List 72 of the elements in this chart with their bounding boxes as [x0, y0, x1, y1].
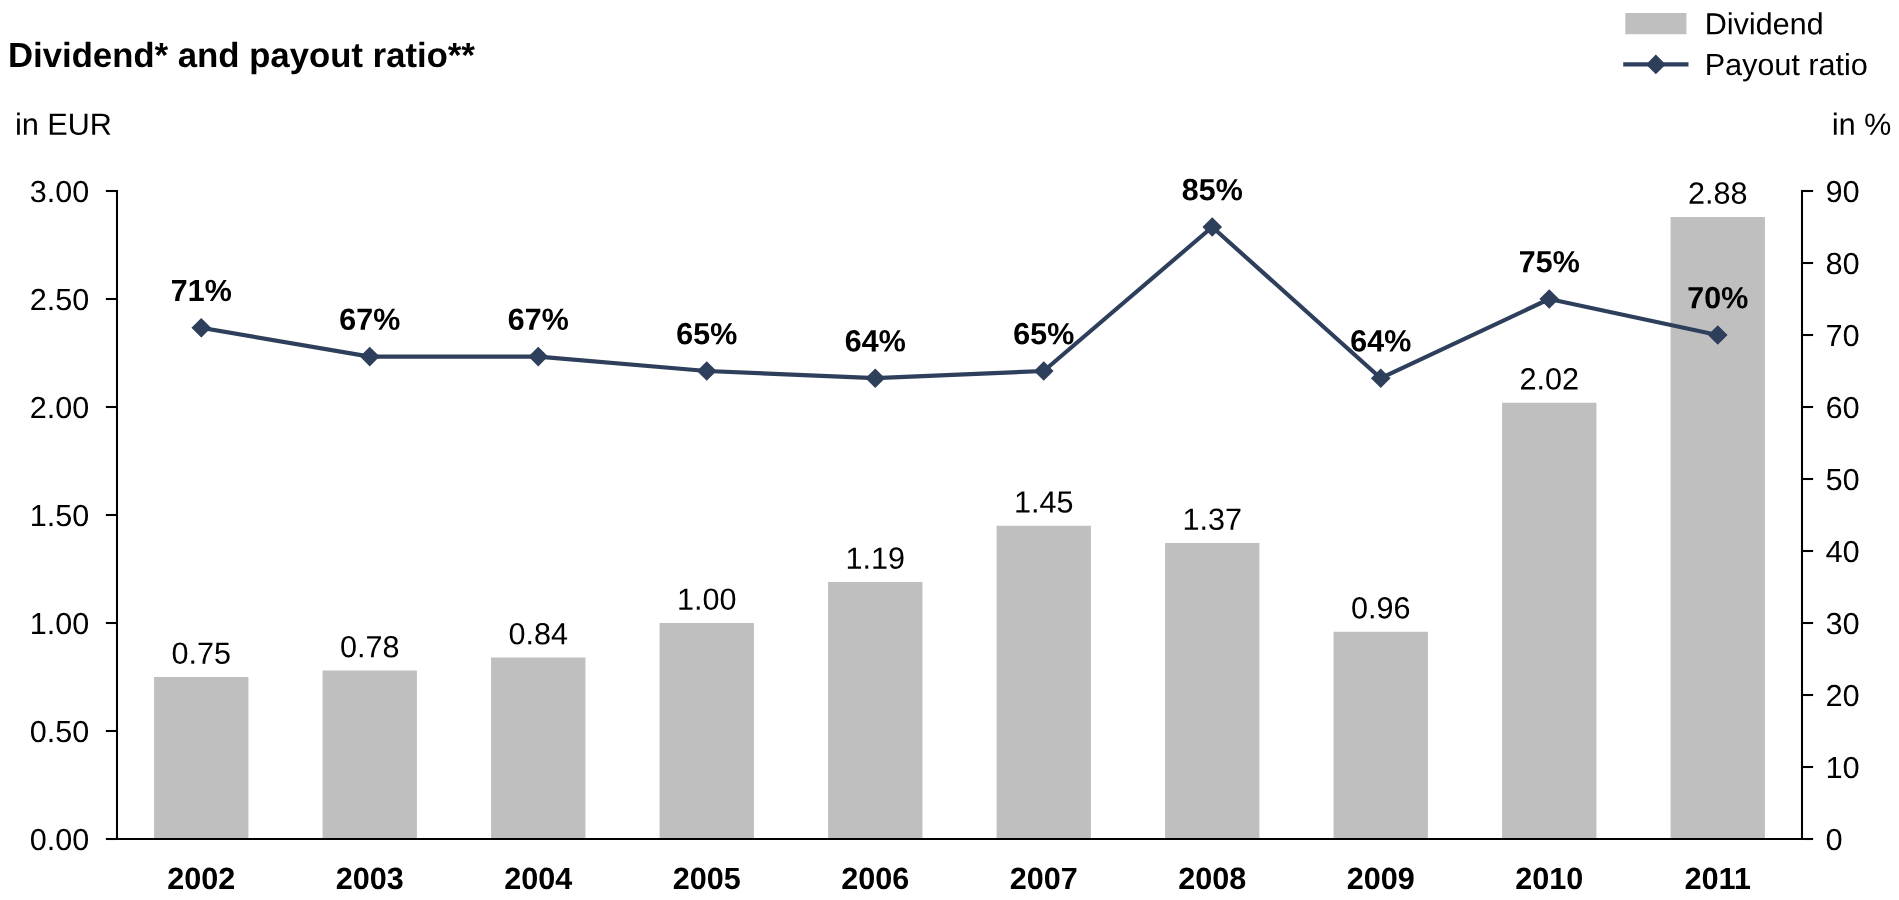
bar — [1670, 216, 1765, 839]
x-tick-label: 2004 — [505, 867, 573, 890]
data-label: 65% — [677, 322, 737, 345]
y2-tick-label: 60 — [1827, 396, 1859, 419]
x-tick-label: 2003 — [336, 867, 403, 890]
data-label: 1.45 — [1016, 491, 1073, 513]
bar — [1165, 543, 1260, 839]
y-axis-title: in EUR — [17, 112, 111, 136]
y-tick-label: 1.00 — [32, 612, 89, 635]
chart-title: Dividend* and payout ratio** — [10, 41, 475, 75]
y2-axis-title: in % — [1833, 112, 1891, 135]
data-label: 71% — [171, 279, 232, 302]
data-label: 1.19 — [847, 547, 904, 569]
data-label: 75% — [1519, 250, 1580, 273]
y2-tick-label: 70 — [1827, 324, 1859, 347]
x-tick-label: 2010 — [1516, 867, 1582, 890]
bar — [491, 657, 586, 839]
y-tick-label: 0.50 — [30, 720, 89, 743]
point — [1708, 325, 1728, 345]
bar — [1333, 631, 1428, 839]
point — [360, 347, 380, 367]
y2-tick-label: 0 — [1826, 828, 1842, 851]
data-label: 67% — [508, 308, 569, 331]
point — [1371, 368, 1391, 388]
point — [1202, 217, 1222, 237]
data-label: 70% — [1688, 286, 1748, 309]
y2-tick-label: 80 — [1826, 252, 1859, 275]
y-tick-label: 3.00 — [30, 180, 89, 203]
data-label: 0.84 — [509, 622, 568, 645]
point — [1539, 289, 1559, 309]
y2-tick-label: 90 — [1827, 180, 1859, 203]
data-label: 65% — [1014, 322, 1074, 345]
x-tick-label: 2009 — [1347, 867, 1414, 890]
bar — [1502, 402, 1597, 839]
y2-tick-label: 50 — [1826, 468, 1859, 491]
x-tick-label: 2008 — [1179, 867, 1246, 890]
x-tick-label: 2005 — [673, 867, 740, 890]
data-label: 85% — [1182, 178, 1243, 201]
data-label: 0.96 — [1352, 597, 1410, 619]
data-label: 1.00 — [679, 588, 736, 611]
data-label: 64% — [1351, 330, 1411, 352]
data-label: 0.75 — [172, 642, 230, 665]
bar — [828, 581, 923, 839]
y2-tick-label: 30 — [1826, 612, 1859, 635]
y-tick-label: 1.50 — [32, 504, 89, 527]
point — [1034, 361, 1054, 381]
data-label: 0.78 — [341, 635, 399, 658]
bar — [659, 623, 754, 839]
y2-tick-label: 20 — [1827, 684, 1859, 707]
data-label: 1.37 — [1184, 508, 1241, 531]
y-tick-label: 0.00 — [30, 828, 89, 851]
point — [865, 368, 885, 388]
x-tick-label: 2002 — [168, 867, 235, 890]
bar — [154, 677, 249, 839]
bar — [322, 670, 417, 839]
y-tick-label: 2.00 — [31, 396, 89, 419]
data-label: 2.02 — [1521, 368, 1578, 390]
x-tick-label: 2006 — [842, 867, 909, 890]
legend-label: Dividend — [1707, 12, 1822, 35]
y2-tick-label: 40 — [1826, 540, 1859, 563]
data-label: 2.88 — [1689, 182, 1747, 204]
legend-label: Payout ratio — [1707, 52, 1867, 82]
x-tick-label: 2007 — [1010, 867, 1077, 890]
y2-tick-label: 10 — [1827, 756, 1859, 779]
data-label: 64% — [845, 330, 906, 352]
bar — [996, 525, 1091, 839]
x-tick-label: 2011 — [1685, 867, 1751, 890]
data-label: 67% — [340, 308, 400, 331]
point — [528, 347, 548, 367]
point — [697, 361, 717, 381]
point — [191, 318, 211, 338]
y-tick-label: 2.50 — [31, 288, 89, 311]
